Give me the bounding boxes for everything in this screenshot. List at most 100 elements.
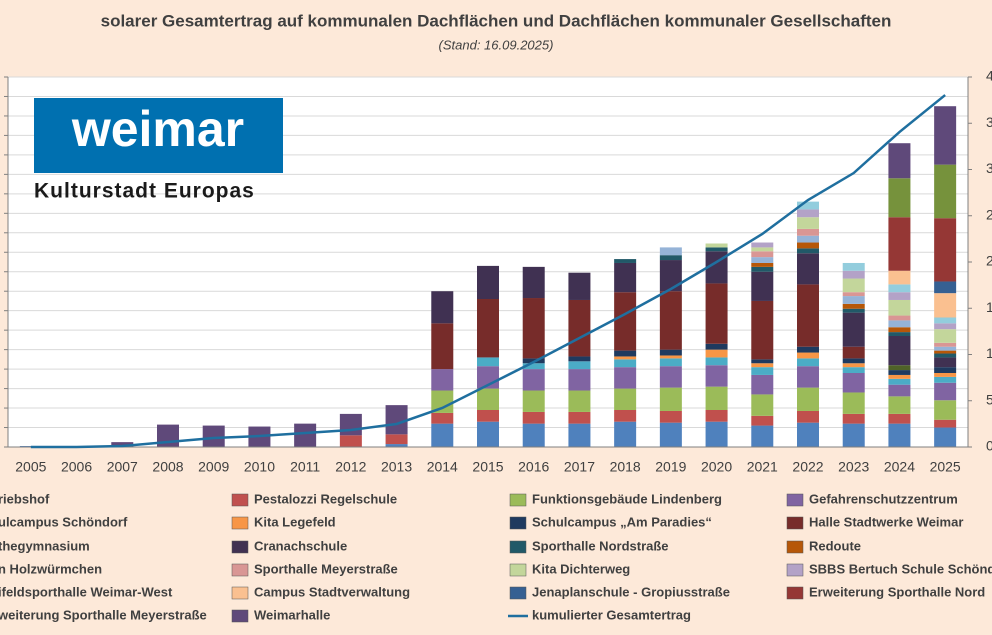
legend-label: riebshof [0,491,50,506]
bar-segment [797,346,819,353]
legend-label: Funktionsgebäude Lindenberg [532,491,722,506]
bar-segment [888,374,911,379]
bar-segment [659,410,682,423]
bar-segment [568,272,591,300]
chart-subtitle: (Stand: 16.09.2025) [439,37,554,52]
bar-segment [614,356,637,360]
bar-segment [797,209,819,218]
bar-segment [477,265,499,299]
bar-segment [705,247,728,252]
bar-segment [888,320,911,328]
legend-swatch [786,516,804,530]
x-tick-label: 2019 [655,459,686,475]
bar-segment [522,363,545,370]
bar-segment [934,281,957,294]
bar-segment [751,394,774,416]
bar-segment [797,217,819,229]
bar-segment [934,218,957,282]
bar-segment [934,400,957,420]
bar-segment [339,435,362,447]
y2-tick-label: 0 [986,438,992,454]
y2-tick-label: 3500 [986,114,992,130]
x-tick-label: 2020 [701,459,732,475]
bar-segment [842,346,865,359]
x-tick-label: 2009 [198,459,229,475]
legend-label: Kita Legefeld [254,514,336,529]
legend-label: kumulierter Gesamtertrag [532,607,691,622]
bar-segment [522,298,545,359]
bar-segment [934,329,957,343]
legend-swatch [786,586,804,600]
bar-segment [842,292,865,297]
bar-segment [888,365,911,371]
x-tick-label: 2006 [61,459,92,475]
bar-segment [934,373,957,377]
legend-label: Gefahrenschutzzentrum [809,491,958,506]
bar-segment [431,323,454,370]
logo-tagline: Kulturstadt Europas [34,180,255,203]
bar-segment [705,410,728,422]
x-tick-label: 2013 [381,459,412,475]
bar-segment [934,106,957,165]
bar-segment [888,217,911,271]
legend-label: Cranachschule [254,538,347,553]
legend-label: Erweiterung Sporthalle Nord [809,584,985,599]
bar-segment [659,260,682,292]
bar-segment [385,405,408,435]
bar-segment [614,367,637,389]
logo-name: weimar [71,101,244,157]
x-tick-label: 2018 [610,459,641,475]
bar-segment [568,361,591,370]
bar-segment [934,293,957,318]
bar-segment [751,242,774,248]
bar-segment [888,413,911,424]
x-tick-label: 2017 [564,459,595,475]
legend-label: Jenaplanschule - Gropiusstraße [532,584,730,599]
bar-segment [385,434,408,445]
bar-segment [888,378,911,385]
bar-segment [842,363,865,368]
bar-segment [751,363,774,368]
x-tick-label: 2025 [930,459,961,475]
bar-segment [797,242,819,249]
bar-segment [934,367,957,373]
bar-segment [614,421,637,447]
legend-label: Schulcampus „Am Paradies“ [532,514,712,529]
bar-segment [934,346,957,351]
x-tick-label: 2015 [472,459,503,475]
bar-segment [934,350,957,354]
bar-segment [934,382,957,401]
bar-segment [705,343,728,350]
bar-segment [888,327,911,333]
legend-label: Weimarhalle [254,607,330,622]
legend-swatch [786,493,804,507]
legend-label: Redoute [809,538,861,553]
bar-segment [614,350,637,357]
bar-segment [477,388,499,410]
bar-segment [614,259,637,263]
x-tick-label: 2010 [244,459,275,475]
bar-segment [477,357,499,367]
bar-segment [797,352,819,359]
bar-segment [385,444,408,447]
legend-label: Sporthalle Nordstraße [532,538,669,553]
bar-segment [751,266,774,272]
legend-label: Campus Stadtverwaltung [254,584,410,599]
y2-tick-label: 1500 [986,299,992,315]
bar-segment [568,356,591,362]
bar-segment [659,349,682,356]
bar-segment [888,370,911,375]
bar-segment [842,358,865,364]
bar-segment [705,386,728,410]
legend-label: thegymnasium [0,538,90,553]
bar-segment [842,312,865,347]
bar-segment [934,164,957,219]
bar-segment [842,373,865,393]
bar-segment [659,358,682,367]
bar-segment [659,355,682,359]
bar-segment [751,300,774,360]
x-tick-label: 2012 [335,459,366,475]
bar-segment [659,366,682,388]
bar-segment [751,247,774,252]
bar-segment [842,308,865,313]
